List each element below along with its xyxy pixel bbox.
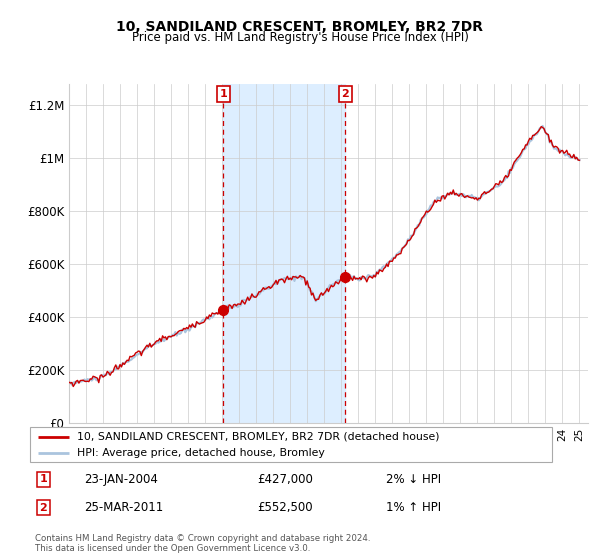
Text: 1: 1 bbox=[219, 89, 227, 99]
FancyBboxPatch shape bbox=[30, 427, 552, 462]
Text: 2: 2 bbox=[40, 503, 47, 513]
Text: HPI: Average price, detached house, Bromley: HPI: Average price, detached house, Brom… bbox=[77, 447, 325, 458]
Text: 10, SANDILAND CRESCENT, BROMLEY, BR2 7DR: 10, SANDILAND CRESCENT, BROMLEY, BR2 7DR bbox=[116, 20, 484, 34]
Text: 2% ↓ HPI: 2% ↓ HPI bbox=[386, 473, 442, 486]
Text: Price paid vs. HM Land Registry's House Price Index (HPI): Price paid vs. HM Land Registry's House … bbox=[131, 31, 469, 44]
Text: 10, SANDILAND CRESCENT, BROMLEY, BR2 7DR (detached house): 10, SANDILAND CRESCENT, BROMLEY, BR2 7DR… bbox=[77, 432, 439, 442]
Text: 1% ↑ HPI: 1% ↑ HPI bbox=[386, 501, 442, 514]
Text: £427,000: £427,000 bbox=[257, 473, 313, 486]
Text: Contains HM Land Registry data © Crown copyright and database right 2024.
This d: Contains HM Land Registry data © Crown c… bbox=[35, 534, 371, 553]
Bar bbox=[223, 84, 345, 423]
Text: 25-MAR-2011: 25-MAR-2011 bbox=[84, 501, 163, 514]
Text: 2: 2 bbox=[341, 89, 349, 99]
Text: 23-JAN-2004: 23-JAN-2004 bbox=[84, 473, 158, 486]
Text: 1: 1 bbox=[40, 474, 47, 484]
Text: £552,500: £552,500 bbox=[257, 501, 313, 514]
